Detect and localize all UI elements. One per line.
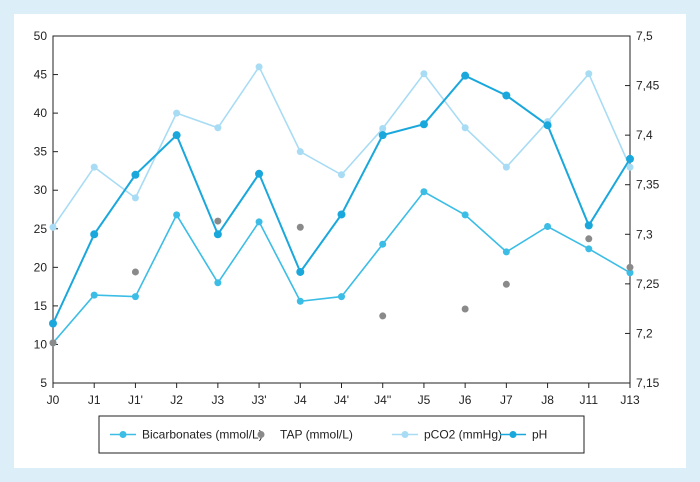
- series-0-point: [338, 293, 345, 301]
- series-2-point: [49, 223, 57, 231]
- series-2-point: [131, 194, 139, 202]
- series-1-point: [379, 312, 387, 320]
- legend-label: pH: [532, 428, 547, 442]
- series-3-point: [461, 71, 470, 80]
- x-axis-tick-label: J8: [541, 393, 554, 407]
- series-3-point: [502, 91, 511, 100]
- x-axis-tick-label: J1: [88, 393, 101, 407]
- series-3-point: [49, 319, 57, 328]
- series-0-point: [255, 218, 263, 226]
- series-1-point: [131, 268, 139, 276]
- x-axis-tick-label: J3: [212, 393, 225, 407]
- series-1-point: [502, 280, 510, 288]
- right-axis-tick-label: 7,5: [636, 29, 653, 43]
- series-2-point: [626, 163, 634, 171]
- legend-swatch-marker: [509, 431, 517, 438]
- series-0-point: [461, 211, 469, 219]
- series-0-point: [585, 245, 593, 253]
- x-axis-tick-label: J7: [500, 393, 513, 407]
- series-0-point: [173, 211, 181, 219]
- series-1-point: [585, 235, 593, 243]
- series-0-point: [420, 188, 428, 196]
- series-1-point: [626, 263, 634, 271]
- legend-swatch-marker: [401, 431, 409, 438]
- legend-swatch-marker: [257, 431, 265, 438]
- legend-label: pCO2 (mmHg): [424, 428, 502, 442]
- x-axis-tick-label: J2: [170, 393, 183, 407]
- x-axis-tick-label: J4'': [374, 393, 391, 407]
- x-axis-tick-label: J13: [620, 393, 640, 407]
- right-axis-tick-label: 7,35: [636, 178, 660, 192]
- series-1-point: [214, 217, 222, 225]
- left-axis-tick-label: 45: [34, 68, 48, 82]
- x-axis-tick-label: J3': [252, 393, 267, 407]
- series-3-point: [213, 230, 222, 239]
- left-axis-tick-label: 40: [34, 106, 48, 120]
- left-axis-tick-label: 50: [34, 29, 48, 43]
- series-2-point: [461, 124, 469, 132]
- series-1-point: [461, 305, 469, 313]
- right-axis-tick-label: 7,25: [636, 277, 660, 291]
- series-0-point: [131, 293, 139, 301]
- series-line-3: [52, 74, 631, 324]
- x-axis-tick-label: J11: [580, 393, 599, 407]
- series-0-point: [544, 222, 552, 230]
- series-3-point: [90, 230, 99, 239]
- series-0-point: [502, 248, 510, 256]
- left-axis-tick-label: 15: [34, 299, 48, 313]
- left-axis-tick-label: 25: [34, 222, 48, 236]
- x-axis-tick-label: J1': [128, 393, 143, 407]
- series-2-point: [420, 70, 428, 78]
- series-3-point: [172, 131, 181, 140]
- left-axis-tick-label: 5: [40, 376, 47, 390]
- series-1-point: [296, 223, 304, 231]
- x-axis-tick-label: J4: [294, 393, 307, 407]
- series-0-point: [379, 240, 387, 248]
- series-2-point: [502, 163, 510, 171]
- x-axis-tick-label: J0: [47, 393, 60, 407]
- legend-label: Bicarbonates (mmol/L): [142, 428, 263, 442]
- series-3-point: [584, 221, 593, 230]
- series-3-point: [378, 131, 387, 140]
- right-axis-tick-label: 7,15: [636, 376, 660, 390]
- series-3-point: [419, 120, 428, 129]
- series-line-2: [52, 65, 631, 228]
- right-axis-tick-label: 7,45: [636, 79, 660, 93]
- series-3-point: [337, 210, 346, 219]
- x-axis-tick-label: J4': [334, 393, 349, 407]
- series-2-point: [90, 163, 98, 171]
- series-2-point: [296, 148, 304, 156]
- left-axis-tick-label: 35: [34, 145, 48, 159]
- right-axis-tick-label: 7,4: [636, 128, 653, 142]
- series-0-point: [626, 269, 634, 277]
- series-2-point: [173, 109, 181, 117]
- series-2-point: [585, 70, 593, 78]
- legend-swatch-marker: [119, 431, 127, 438]
- series-3-point: [255, 169, 264, 178]
- left-axis-tick-label: 20: [34, 260, 48, 274]
- legend-label: TAP (mmol/L): [280, 428, 353, 442]
- series-2-point: [255, 63, 263, 71]
- series-2-point: [214, 124, 222, 132]
- series-2-point: [338, 171, 345, 179]
- left-axis-tick-label: 10: [34, 337, 48, 351]
- right-axis-tick-label: 7,3: [636, 227, 653, 241]
- series-3-point: [131, 170, 140, 179]
- series-2-point: [379, 125, 387, 133]
- x-axis-tick-label: J6: [459, 393, 472, 407]
- right-axis-tick-label: 7,2: [636, 326, 653, 340]
- x-axis-tick-label: J5: [418, 393, 431, 407]
- series-0-point: [90, 291, 98, 299]
- series-1-point: [49, 339, 57, 347]
- series-0-point: [214, 279, 222, 287]
- series-0-point: [296, 297, 304, 305]
- series-3-point: [626, 154, 634, 163]
- left-axis-tick-label: 30: [34, 183, 48, 197]
- series-3-point: [296, 267, 305, 276]
- series-3-point: [543, 121, 552, 130]
- plot-area-border: [52, 35, 631, 384]
